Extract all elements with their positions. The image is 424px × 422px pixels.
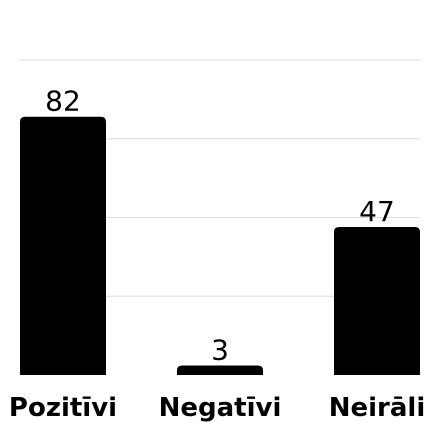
bar-2	[177, 365, 263, 375]
value-label-3: 47	[359, 195, 395, 228]
category-label-1: Pozitīvi	[9, 393, 117, 422]
bars	[20, 116, 420, 375]
value-labels: 82 3 47	[45, 85, 395, 367]
value-label-1: 82	[45, 85, 81, 118]
bar-3	[334, 226, 420, 375]
category-labels: Pozitīvi Negatīvi Neirāli	[9, 393, 424, 422]
value-label-2: 3	[211, 334, 229, 367]
bar-1	[20, 116, 106, 375]
category-label-2: Negatīvi	[159, 393, 282, 422]
category-label-3: Neirāli	[329, 393, 424, 422]
